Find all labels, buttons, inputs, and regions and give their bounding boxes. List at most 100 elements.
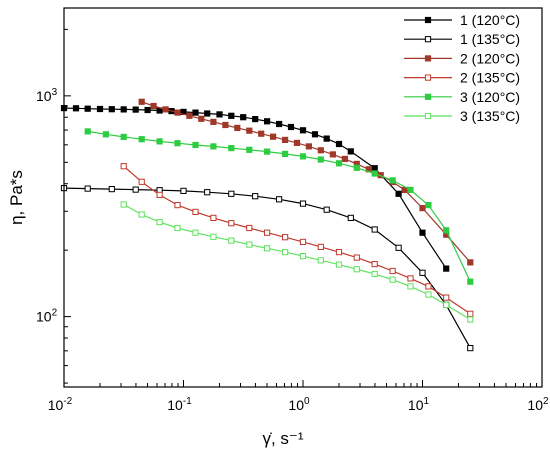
data-point	[108, 186, 115, 193]
y-tick-label: 103	[36, 87, 58, 104]
data-point	[347, 214, 354, 222]
data-point	[305, 143, 312, 150]
data-point	[353, 254, 360, 261]
data-point	[317, 156, 324, 163]
data-point	[228, 237, 235, 244]
y-axis-label: η, Pa*s	[7, 170, 26, 225]
data-point	[371, 226, 378, 233]
data-point	[282, 249, 289, 256]
legend-marker	[424, 16, 432, 24]
legend-entry: 1 (135°C)	[404, 31, 520, 47]
data-point	[162, 106, 169, 113]
legend-marker	[424, 55, 432, 62]
data-point	[210, 143, 217, 150]
data-point	[192, 109, 199, 116]
data-point	[264, 118, 271, 125]
data-point	[96, 105, 104, 113]
data-point	[419, 229, 426, 236]
data-point	[371, 261, 378, 268]
data-point	[216, 111, 223, 118]
data-point	[299, 153, 307, 160]
data-point	[228, 190, 235, 197]
data-point	[443, 227, 450, 234]
data-point	[210, 233, 217, 240]
data-point	[222, 121, 229, 129]
data-point	[138, 136, 145, 143]
data-point	[150, 102, 157, 110]
data-point	[138, 98, 145, 105]
data-point	[120, 133, 127, 141]
data-point	[276, 196, 283, 203]
legend: 1 (120°C) 1 (135°C) 2 (120°C) 2 (135°C) 3 (1…	[404, 12, 520, 124]
legend-label: 1 (120°C)	[460, 12, 520, 28]
x-axis-label: γ̇, s⁻¹	[262, 429, 303, 448]
data-point	[323, 206, 330, 213]
data-point	[425, 202, 432, 209]
data-point	[246, 241, 253, 248]
data-point	[323, 135, 330, 142]
data-point	[210, 214, 217, 222]
data-point	[299, 200, 307, 207]
data-point	[419, 269, 426, 276]
data-point	[246, 146, 253, 153]
data-point	[180, 187, 187, 195]
data-point	[299, 127, 307, 134]
data-point	[389, 267, 396, 275]
x-tick-label: 101	[408, 396, 430, 413]
data-point	[102, 131, 110, 138]
y-tick-label: 102	[36, 308, 58, 325]
legend-entry: 2 (120°C)	[404, 50, 520, 66]
data-point	[174, 109, 181, 116]
data-point	[425, 291, 432, 298]
data-point	[371, 270, 378, 278]
x-tick-label: 102	[527, 396, 549, 413]
data-point	[335, 160, 343, 167]
data-point	[204, 110, 211, 117]
data-point	[246, 127, 253, 134]
legend-label: 2 (135°C)	[460, 70, 520, 86]
legend-entry: 2 (135°C)	[404, 70, 520, 86]
legend-entry: 3 (120°C)	[404, 89, 520, 105]
legend-marker	[424, 36, 432, 43]
legend-marker	[424, 112, 432, 120]
legend-entry: 1 (120°C)	[404, 12, 520, 28]
x-tick-label: 10-2	[48, 396, 73, 413]
data-point	[299, 253, 307, 260]
data-point	[144, 106, 151, 114]
data-point	[443, 265, 450, 272]
data-point	[246, 224, 253, 232]
data-point	[299, 238, 307, 246]
data-point	[467, 345, 474, 352]
data-point	[228, 220, 235, 227]
data-point	[174, 224, 181, 232]
data-point	[156, 191, 163, 199]
legend-marker	[424, 93, 432, 100]
data-point	[287, 123, 295, 131]
data-point	[186, 112, 193, 119]
data-point	[264, 229, 271, 236]
data-point	[120, 106, 127, 113]
data-point	[353, 266, 360, 273]
data-point	[228, 145, 235, 152]
data-point	[311, 131, 319, 138]
data-point	[443, 294, 450, 301]
data-point	[317, 147, 324, 154]
data-point	[341, 155, 348, 163]
data-point	[138, 211, 145, 218]
data-point	[72, 105, 80, 112]
plot-area	[60, 98, 474, 352]
data-point	[467, 316, 474, 323]
data-point	[371, 165, 378, 172]
series-6	[120, 201, 474, 323]
data-point	[192, 229, 199, 236]
series-line	[63, 187, 471, 349]
data-point	[108, 106, 115, 113]
data-point	[264, 245, 271, 252]
data-point	[425, 283, 432, 290]
series-5	[84, 128, 474, 285]
data-point	[192, 208, 199, 216]
legend-marker	[424, 74, 432, 81]
data-point	[156, 138, 163, 145]
data-point	[407, 186, 414, 194]
